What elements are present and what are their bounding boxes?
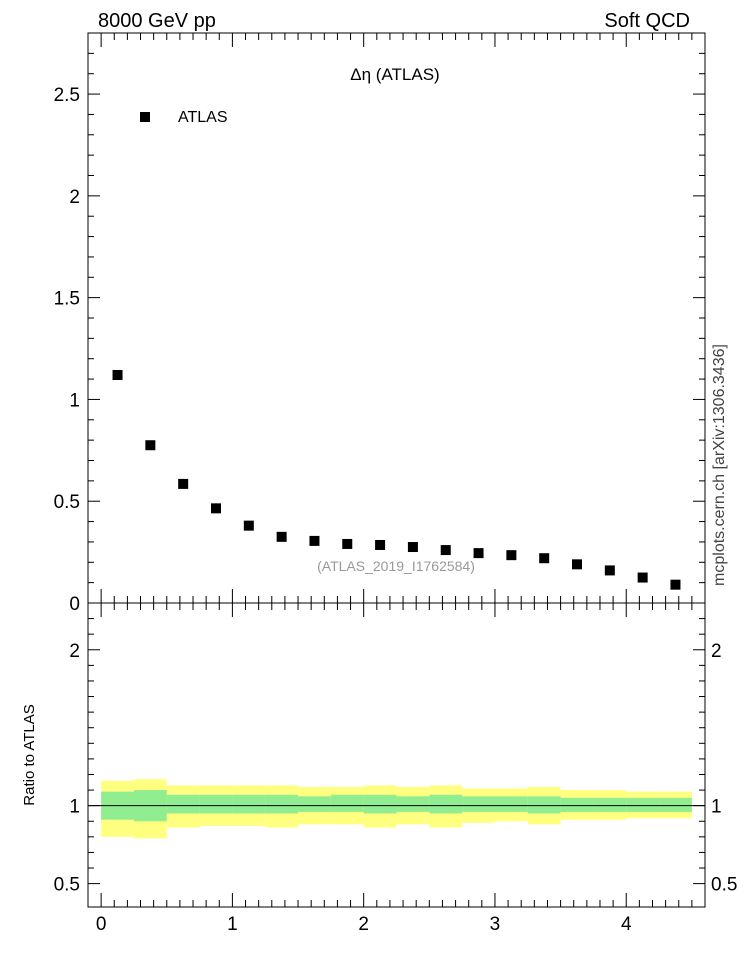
atlas-data-point: [670, 579, 681, 590]
main-y-tick-label: 1: [69, 390, 80, 411]
header-energy: 8000 GeV pp: [98, 10, 216, 32]
ratio-band-stat: [166, 794, 200, 814]
ratio-band-stat: [659, 797, 692, 812]
ratio-band-stat: [560, 797, 594, 812]
ratio-y-tick-label-right: 0.5: [711, 875, 737, 896]
atlas-data-point: [178, 478, 189, 489]
ratio-band-stat: [298, 796, 331, 812]
atlas-data-point: [440, 545, 451, 556]
atlas-data-point: [407, 542, 418, 553]
x-tick-label: 0: [96, 914, 107, 935]
ratio-y-tick-label-right: 1: [711, 797, 722, 818]
atlas-data-point: [145, 440, 156, 451]
plot-title: Δη (ATLAS): [350, 65, 439, 84]
x-tick-label: 1: [227, 914, 238, 935]
ratio-band-stat: [330, 794, 364, 812]
main-y-ticks: 0 0.5 1 1.5 2 2.5: [54, 52, 705, 615]
ratio-band-stat: [593, 797, 627, 812]
ratio-y-tick-label: 0.5: [54, 875, 80, 896]
atlas-data-points: [112, 370, 681, 590]
ratio-band-stat: [462, 796, 495, 812]
atlas-data-point: [637, 572, 648, 583]
ratio-band-stat: [626, 797, 660, 812]
analysis-watermark: (ATLAS_2019_I1762584): [317, 558, 475, 574]
atlas-data-point: [539, 553, 550, 564]
ratio-band-stat: [265, 794, 299, 814]
atlas-data-point: [342, 538, 353, 549]
ratio-y-axis-label: Ratio to ATLAS: [21, 704, 38, 805]
atlas-data-point: [112, 370, 123, 380]
ratio-band-stat: [494, 796, 528, 812]
x-tick-label: 2: [358, 914, 369, 935]
ratio-y-tick-label: 1: [69, 797, 80, 818]
ratio-y-ticks: 0.5 0.5 1 1 2 2: [54, 618, 737, 896]
ratio-band-stat: [396, 796, 430, 812]
atlas-data-point: [210, 503, 221, 514]
atlas-data-point: [309, 535, 320, 546]
atlas-data-point: [473, 548, 484, 559]
ratio-band-stat: [527, 796, 561, 814]
main-y-tick-label: 2.5: [54, 85, 80, 106]
legend-marker: [140, 112, 150, 122]
legend-label: ATLAS: [178, 109, 228, 126]
ratio-frame: [87, 602, 706, 908]
ratio-band-stat: [199, 794, 233, 814]
header-process: Soft QCD: [604, 10, 690, 32]
x-tick-label: 3: [490, 914, 501, 935]
ratio-plot-panel: 0.5 0.5 1 1 2 2 0 1 2 3 4 Ratio to ATLAS: [21, 33, 737, 935]
atlas-data-point: [243, 520, 254, 531]
atlas-data-point: [604, 565, 615, 576]
ratio-band-stat: [232, 794, 266, 814]
main-plot-panel: 0 0.5 1 1.5 2 2.5 Δη (ATLAS) ATLAS (ATLAS_201…: [54, 32, 706, 615]
main-y-tick-label: 0: [69, 594, 80, 615]
ratio-y-tick-label: 2: [69, 641, 80, 662]
atlas-data-point: [506, 550, 517, 561]
main-y-tick-label: 1.5: [54, 289, 80, 310]
ratio-band-stat: [429, 794, 463, 814]
side-label: mcplots.cern.ch [arXiv:1306.3436]: [711, 344, 728, 586]
x-tick-label: 4: [621, 914, 632, 935]
ratio-band-stat: [363, 794, 397, 814]
ratio-y-tick-label-right: 2: [711, 641, 722, 662]
x-axis-ticks: 0 1 2 3 4: [96, 33, 706, 935]
atlas-data-point: [375, 539, 386, 550]
main-y-tick-label: 0.5: [54, 492, 80, 513]
atlas-data-point: [276, 531, 287, 542]
atlas-data-point: [572, 559, 583, 570]
main-y-tick-label: 2: [69, 187, 80, 208]
ratio-bands: [101, 779, 692, 839]
